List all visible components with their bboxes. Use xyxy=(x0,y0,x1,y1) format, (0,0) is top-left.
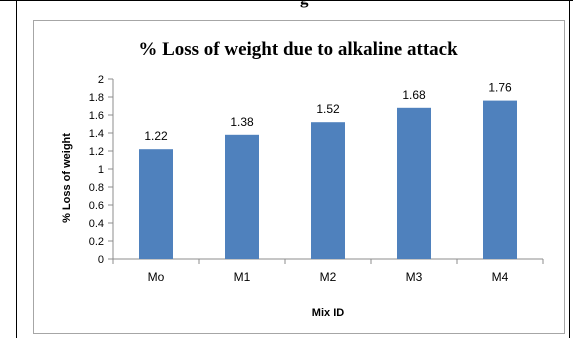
chart-title: % Loss of weight due to alkaline attack xyxy=(138,39,458,60)
bar-m4 xyxy=(483,101,517,259)
table-right-border xyxy=(569,0,570,338)
data-label: 1.52 xyxy=(316,102,340,116)
y-tick-label: 0.8 xyxy=(89,182,104,194)
y-tick-label: 1.6 xyxy=(89,110,104,122)
y-tick-label: 1 xyxy=(98,164,104,176)
y-tick-label: 1.8 xyxy=(89,92,104,104)
table-left-border xyxy=(16,0,17,338)
data-label: 1.22 xyxy=(144,129,168,143)
x-tick-label: M1 xyxy=(234,270,251,284)
y-tick-label: 1.4 xyxy=(89,128,104,140)
x-tick-label: M2 xyxy=(320,270,337,284)
y-tick-label: 0.2 xyxy=(89,236,104,248)
bar-m2 xyxy=(311,122,345,259)
bar-mo xyxy=(139,149,173,259)
bar-m3 xyxy=(397,108,431,259)
x-tick-label: Mo xyxy=(148,270,165,284)
x-tick-label: M3 xyxy=(406,270,423,284)
data-label: 1.76 xyxy=(488,81,512,95)
chart-area: % Loss of weight due to alkaline attack … xyxy=(33,20,565,334)
x-axis-label: Mix ID xyxy=(312,307,344,319)
y-axis-label: % Loss of weight xyxy=(61,133,73,223)
table-top-border xyxy=(0,0,573,1)
y-tick-label: 2 xyxy=(98,74,104,86)
y-tick-label: 0.4 xyxy=(89,218,104,230)
cropped-caption-text: g xyxy=(300,0,460,11)
bar-chart: % Loss of weight due to alkaline attack … xyxy=(34,21,564,333)
data-label: 1.68 xyxy=(402,88,426,102)
bar-m1 xyxy=(225,135,259,259)
plot-area: 0 0.2 0.4 0.6 0.8 1 1.2 1.4 1.6 1.8 2 1.22 Mo 1.38 M1 1… xyxy=(89,74,543,284)
y-tick-label: 0.6 xyxy=(89,200,104,212)
y-tick-label: 1.2 xyxy=(89,146,104,158)
data-label: 1.38 xyxy=(230,115,254,129)
x-tick-label: M4 xyxy=(492,270,509,284)
y-tick-label: 0 xyxy=(98,254,104,266)
